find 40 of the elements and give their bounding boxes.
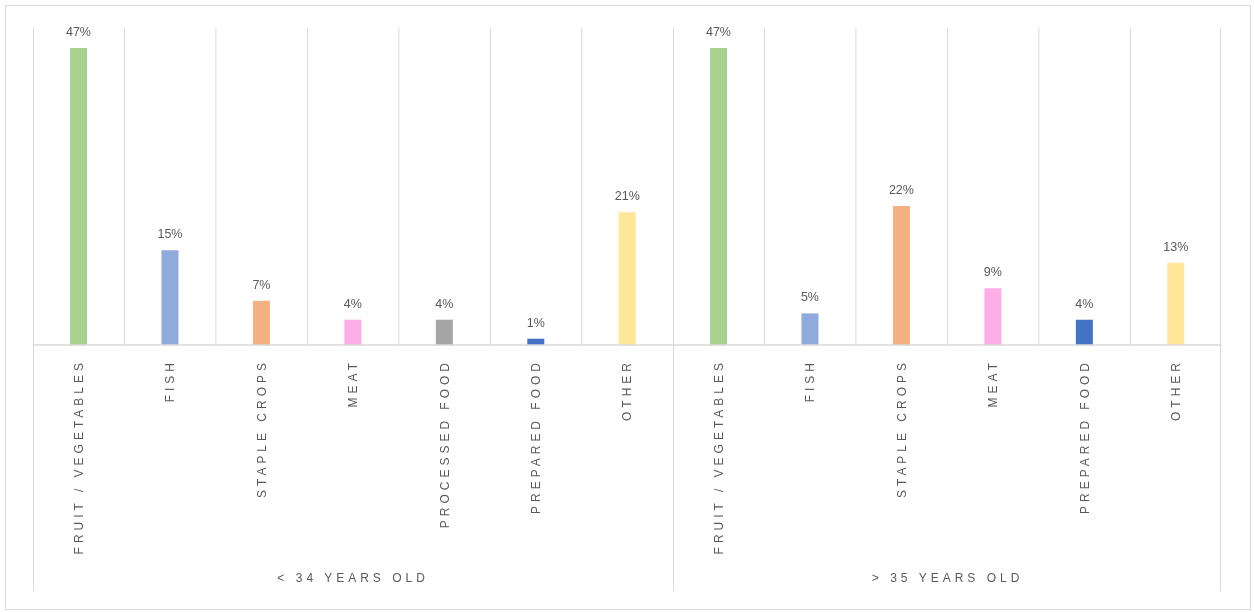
data-label: 47% — [66, 25, 91, 40]
data-label: 4% — [1075, 296, 1094, 311]
data-label: 9% — [984, 265, 1003, 280]
x-tick-label: PROCESSED FOOD — [437, 359, 452, 529]
x-tick-label: MEAT — [986, 359, 1001, 408]
bar — [70, 48, 87, 345]
data-label: 15% — [157, 227, 183, 242]
x-tick-label: PREPARED FOOD — [529, 359, 544, 514]
data-label: 21% — [614, 189, 640, 204]
data-label: 1% — [526, 315, 545, 330]
x-tick-label: FRUIT / VEGETABLES — [71, 359, 86, 555]
bar — [710, 48, 728, 345]
x-tick-label: MEAT — [346, 359, 361, 408]
x-axis-title: < 34 YEARS OLD — [277, 571, 429, 585]
bar — [1167, 262, 1185, 345]
bar — [252, 300, 270, 345]
x-axis-title: > 35 YEARS OLD — [871, 571, 1024, 585]
data-label: 7% — [252, 277, 271, 292]
data-label: 4% — [435, 296, 454, 311]
x-tick-label: STAPLE CROPS — [894, 359, 909, 499]
data-label: 13% — [1163, 239, 1189, 254]
bar — [801, 313, 819, 345]
x-tick-label: FISH — [163, 359, 178, 403]
x-tick-label: OTHER — [1169, 359, 1184, 421]
x-tick-label: FRUIT / VEGETABLES — [711, 359, 726, 555]
x-tick-label: STAPLE CROPS — [254, 359, 269, 499]
data-label: 22% — [889, 182, 915, 197]
bar — [435, 319, 453, 345]
bar — [1076, 319, 1094, 345]
bar — [344, 319, 362, 345]
x-tick-label: OTHER — [620, 359, 635, 421]
bar — [618, 212, 636, 345]
x-tick-label: PREPARED FOOD — [1077, 359, 1092, 514]
data-label: 4% — [343, 296, 362, 311]
bar — [161, 250, 179, 345]
bar — [984, 288, 1002, 345]
data-label: 47% — [706, 25, 732, 39]
data-label: 5% — [801, 290, 820, 305]
x-tick-label: FISH — [803, 359, 818, 403]
bar — [893, 205, 911, 345]
